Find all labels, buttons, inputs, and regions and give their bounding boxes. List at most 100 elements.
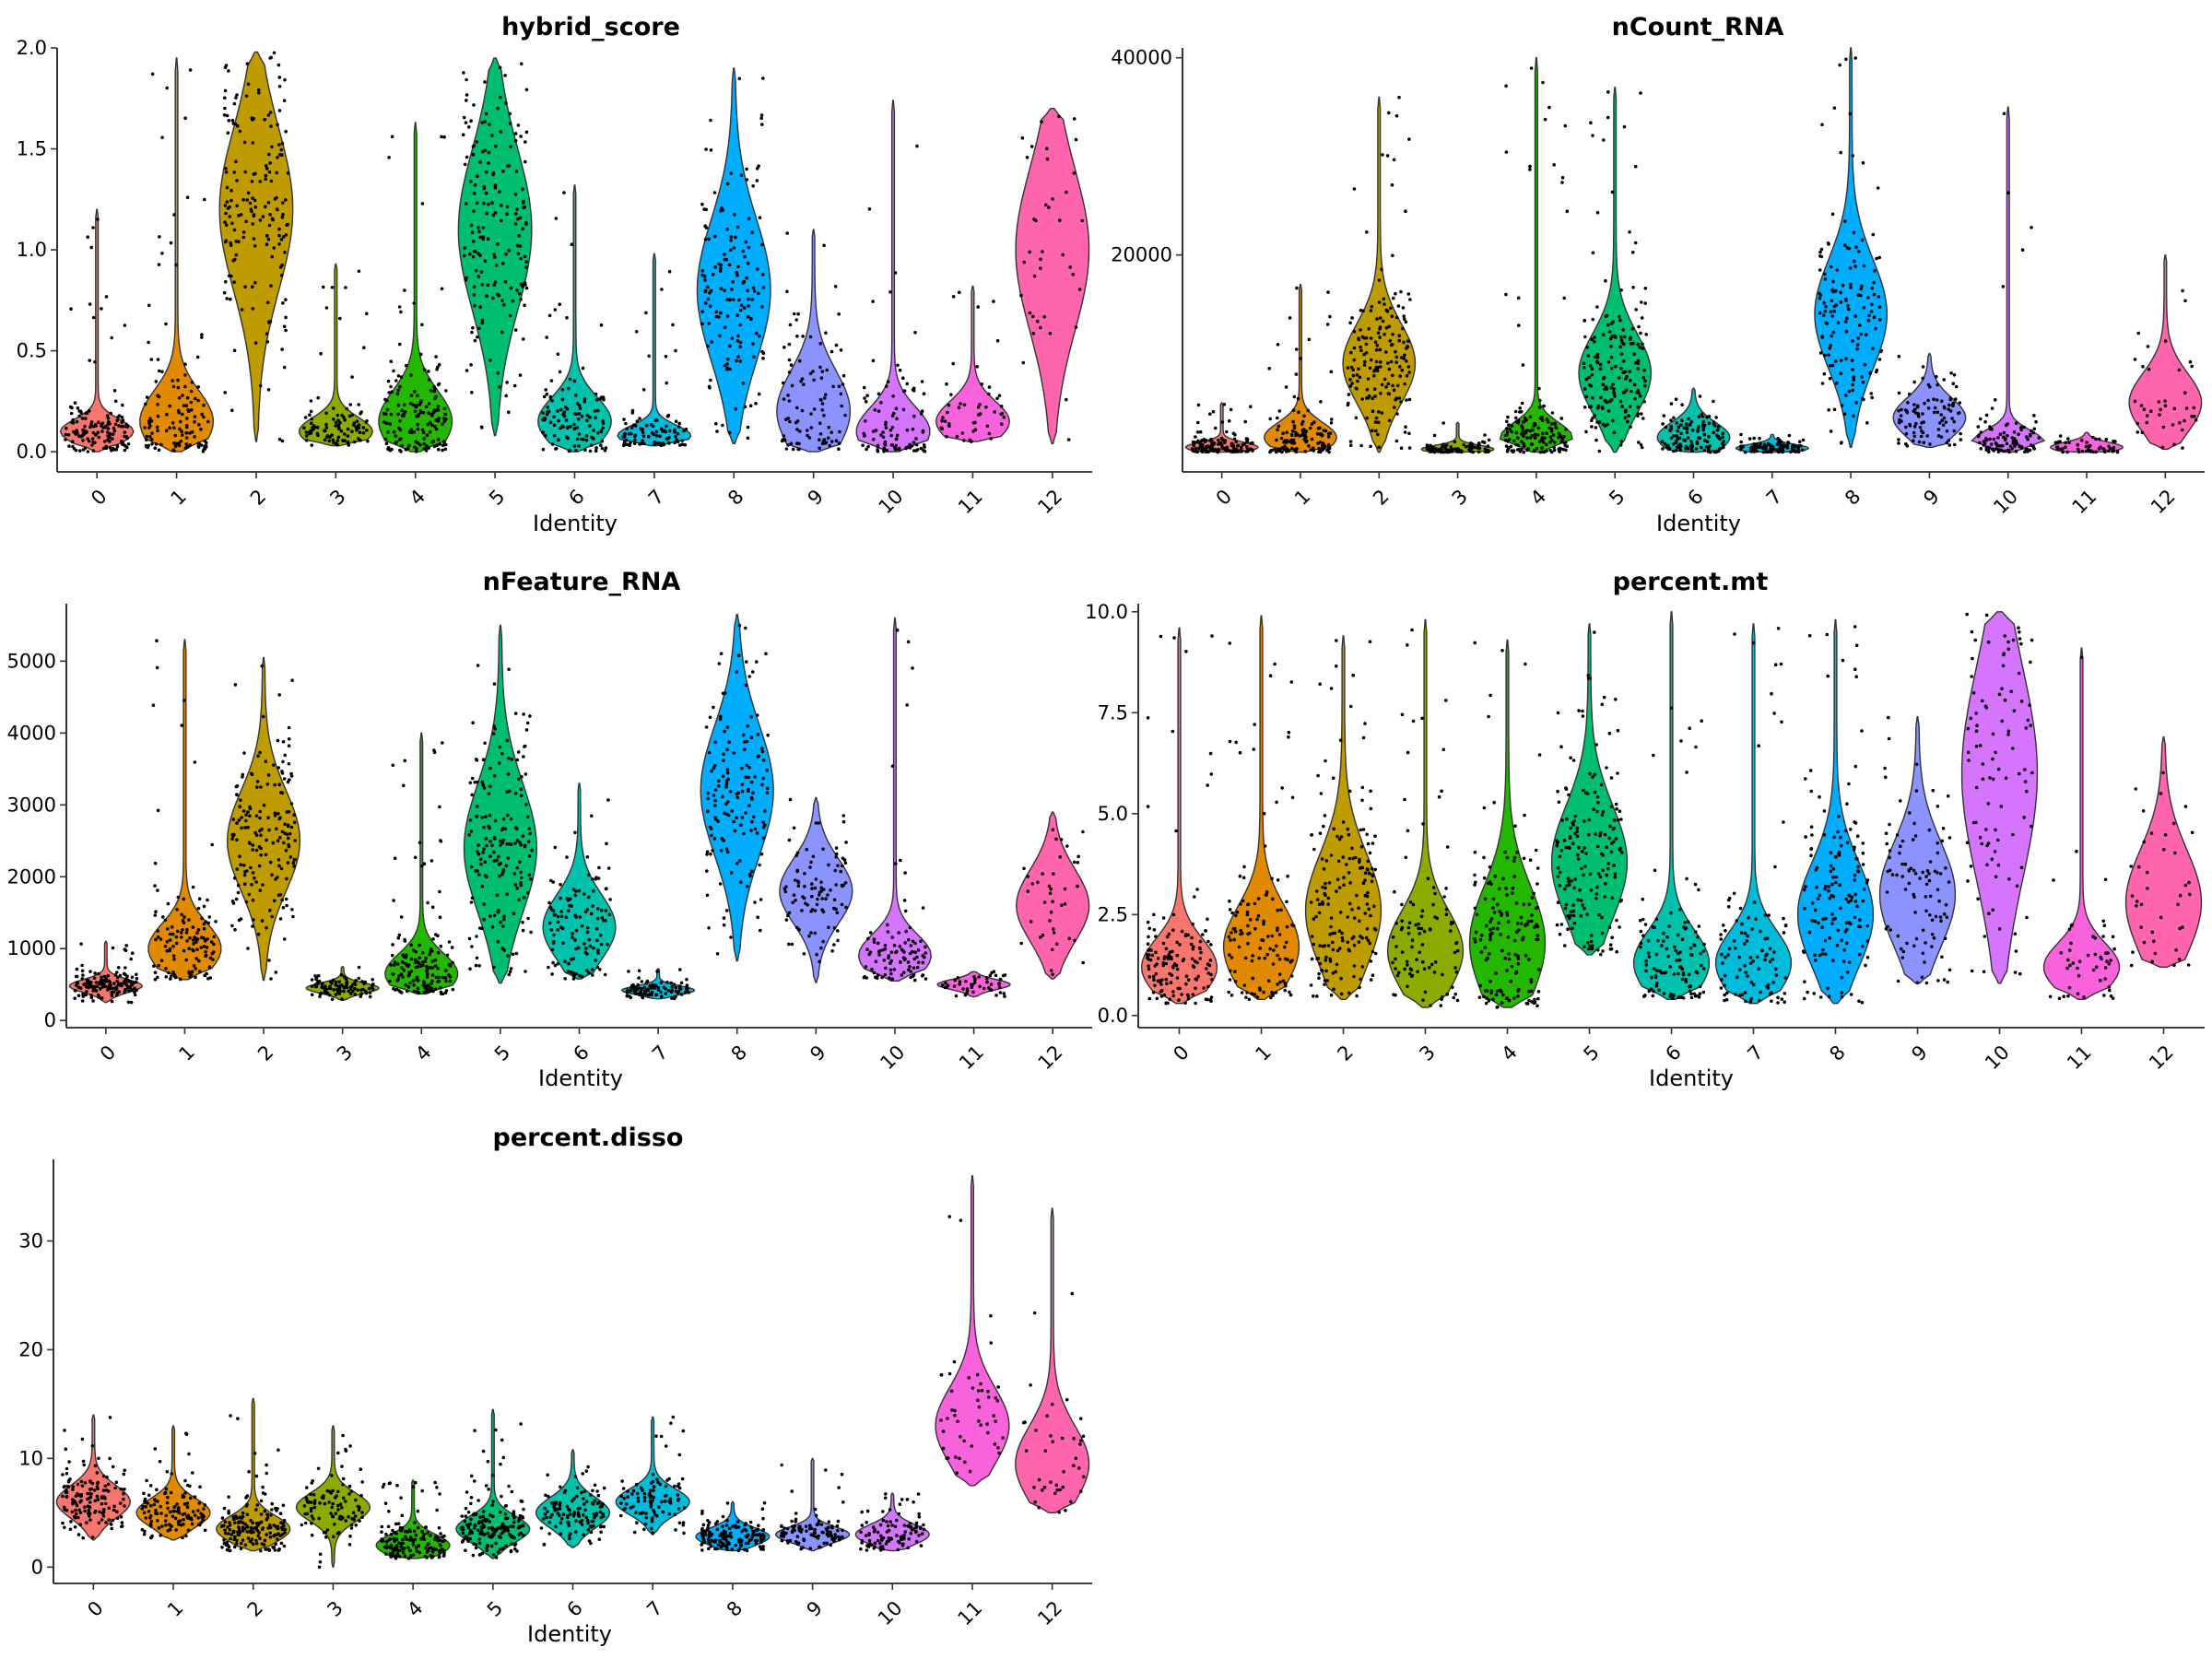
data-point [1199, 950, 1203, 955]
data-point [737, 298, 741, 302]
data-point [83, 424, 87, 429]
data-point [350, 375, 354, 379]
data-point [584, 434, 589, 438]
x-tick-label: 6 [1661, 1041, 1685, 1065]
data-point [1356, 379, 1359, 383]
data-point [252, 237, 256, 241]
data-point [1628, 370, 1631, 373]
data-point [403, 410, 407, 414]
data-point [982, 986, 986, 991]
data-point [1159, 994, 1164, 998]
data-point [907, 937, 911, 942]
data-point [1627, 414, 1630, 418]
data-point [953, 978, 957, 982]
y-tick-label: 3000 [7, 794, 56, 816]
data-point [799, 380, 803, 383]
data-point [960, 431, 965, 435]
data-point [1391, 373, 1394, 378]
data-point [416, 965, 419, 969]
data-point [1369, 444, 1372, 449]
data-point [234, 253, 239, 257]
data-point [1820, 382, 1825, 385]
data-point [251, 307, 255, 311]
data-point [1186, 996, 1191, 1001]
data-point [502, 302, 506, 307]
x-tick-label: 7 [648, 1041, 672, 1065]
data-point [516, 777, 521, 782]
data-point [1618, 345, 1622, 349]
data-point [150, 442, 154, 446]
data-point [310, 993, 314, 996]
data-point [171, 944, 175, 948]
data-point [231, 832, 236, 837]
data-point [304, 439, 309, 442]
data-point [980, 382, 984, 386]
data-point [316, 973, 321, 978]
data-point [876, 448, 879, 453]
data-point [258, 809, 263, 814]
data-point [1588, 363, 1593, 368]
data-point [1787, 433, 1792, 438]
data-point [394, 988, 397, 992]
data-point [521, 928, 525, 933]
data-point [70, 440, 75, 444]
data-point [1624, 376, 1628, 381]
data-point [1613, 335, 1618, 339]
data-point [487, 150, 491, 155]
data-point [1041, 250, 1044, 253]
data-point [1380, 411, 1384, 415]
data-point [473, 338, 477, 343]
data-point [1872, 315, 1877, 319]
data-point [946, 410, 949, 415]
data-point [573, 394, 578, 397]
data-point [793, 878, 797, 882]
data-point [1026, 875, 1030, 878]
data-point [1552, 445, 1556, 450]
data-point [93, 359, 97, 364]
data-point [1375, 317, 1379, 321]
data-point [280, 347, 284, 351]
data-point [465, 93, 469, 97]
data-point [712, 191, 717, 194]
data-point [809, 412, 813, 416]
data-point [865, 394, 869, 398]
data-point [1536, 426, 1541, 430]
data-point [750, 819, 754, 824]
data-point [172, 426, 176, 429]
data-point [1847, 246, 1852, 251]
data-point [738, 880, 743, 884]
data-point [1318, 450, 1323, 454]
data-point [1234, 440, 1238, 444]
data-point [1198, 957, 1202, 960]
data-point [444, 979, 448, 983]
data-point [1921, 376, 1924, 381]
data-point [156, 929, 159, 933]
data-point [444, 389, 448, 393]
violin-3 [1386, 618, 1465, 1008]
data-point [2020, 248, 2025, 253]
data-point [1831, 279, 1835, 284]
data-point [2112, 446, 2115, 451]
data-point [782, 346, 786, 349]
data-point [1299, 357, 1302, 360]
data-point [413, 390, 417, 394]
data-point [629, 426, 634, 429]
data-point [1197, 446, 1201, 451]
data-point [725, 366, 730, 371]
data-point [134, 980, 138, 984]
violins [1140, 611, 2203, 1008]
data-point [723, 363, 727, 368]
data-point [740, 766, 744, 771]
data-point [545, 412, 549, 417]
data-point [1406, 339, 1410, 343]
data-point [1877, 358, 1882, 361]
data-point [508, 112, 512, 116]
data-point [267, 171, 272, 174]
data-point [837, 441, 841, 445]
data-point [1948, 397, 1953, 402]
data-point [1551, 433, 1556, 437]
data-point [1609, 345, 1613, 348]
data-point [574, 928, 579, 933]
data-point [324, 422, 328, 427]
data-point [327, 993, 332, 997]
